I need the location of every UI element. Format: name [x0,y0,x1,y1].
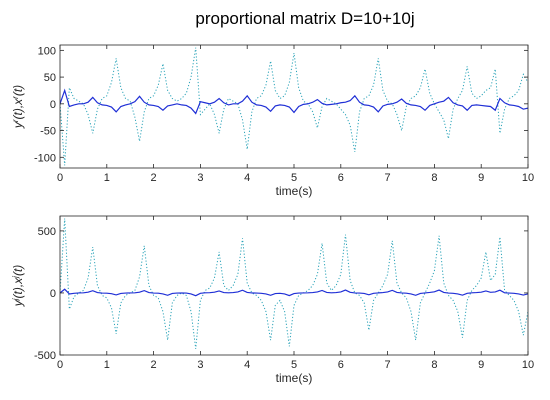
y-axis-label-part: (t),x [11,277,25,299]
x-tick-label: 4 [244,359,250,371]
x-tick-label: 9 [478,172,484,184]
x-tick-label: 1 [104,359,110,371]
y-tick-label: -500 [34,350,56,362]
x-tick-label: 5 [291,172,297,184]
y-axis-label: yj(t),xj(t) [11,265,26,308]
y-axis-label: yr(t),xr(t) [11,85,26,129]
y-tick-label: 0 [50,288,56,300]
y-axis-label-part: y [11,121,25,129]
x-tick-label: 6 [338,172,344,184]
x-tick-label: 1 [104,172,110,184]
x-tick-label: 8 [431,359,437,371]
y-axis-label-part: (t),x [11,98,25,120]
chart-title: proportional matrix D=10+10j [195,9,414,28]
x-tick-label: 2 [151,172,157,184]
series-line [60,88,528,115]
x-tick-label: 7 [385,172,391,184]
y-axis-label-superscript: j [11,276,20,279]
x-axis-label: time(s) [276,371,313,385]
x-tick-label: 3 [197,172,203,184]
x-tick-label: 0 [57,359,63,371]
y-axis-label-part: y [11,299,25,307]
x-tick-label: 8 [431,172,437,184]
axes-box [59,215,529,356]
x-tick-label: 7 [385,359,391,371]
y-tick-label: 0 [50,99,56,111]
x-axis-label: time(s) [276,184,313,198]
axes-box [59,44,529,169]
x-tick-label: 4 [244,172,250,184]
y-axis-label-superscript: j [11,298,20,301]
series-line [60,47,528,166]
x-tick-label: 2 [151,359,157,371]
y-tick-label: -50 [40,126,56,138]
x-tick-label: 3 [197,359,203,371]
x-tick-label: 10 [522,172,534,184]
y-tick-label: 50 [44,72,56,84]
series-line [60,288,528,297]
y-axis-label-part: (t) [11,265,25,276]
x-tick-label: 0 [57,172,63,184]
series-line [60,218,528,349]
y-tick-label: 500 [38,226,56,238]
x-tick-label: 10 [522,359,534,371]
x-tick-label: 9 [478,359,484,371]
y-axis-label-superscript: r [11,119,20,122]
y-axis-label-part: (t) [11,85,25,96]
y-axis-label-superscript: r [11,96,20,99]
x-tick-label: 6 [338,359,344,371]
y-tick-label: -100 [34,152,56,164]
x-tick-label: 5 [291,359,297,371]
y-tick-label: 100 [38,45,56,57]
